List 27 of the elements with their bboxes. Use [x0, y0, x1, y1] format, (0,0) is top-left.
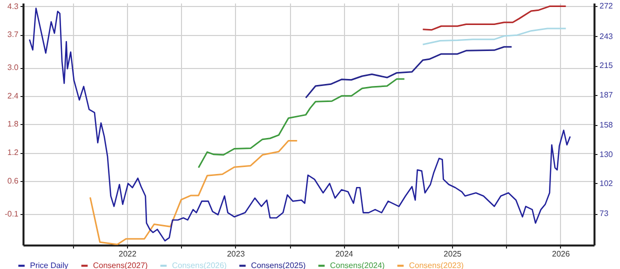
y-tick-label: 1.8	[7, 120, 20, 129]
y-tick-label: 3.7	[7, 30, 20, 40]
line-series	[422, 28, 567, 46]
y2-tick-label: 243	[600, 32, 614, 41]
y-tick-label: 4.3	[7, 2, 20, 11]
y-tick-label: 3.0	[7, 63, 20, 72]
y2-tick-label: 187	[600, 90, 614, 100]
line-series	[305, 46, 512, 99]
y-tick-label: 2.4	[7, 91, 20, 100]
y2-tick-label: 130	[600, 150, 614, 159]
y2-tick-label: 215	[600, 61, 614, 70]
line-series	[198, 78, 406, 168]
line-series	[89, 140, 298, 245]
x-tick-label: 2023	[226, 250, 246, 258]
y2-tick-label: 272	[600, 2, 614, 11]
y2-tick-label: 73	[600, 209, 609, 218]
line-series	[422, 6, 567, 31]
y2-tick-label: 102	[600, 178, 614, 188]
y-tick-label: 1.2	[7, 148, 20, 158]
x-tick-label: 2026	[552, 250, 570, 258]
y2-tick-label: 158	[600, 120, 614, 130]
y-tick-label: 0.6	[7, 176, 20, 186]
line-series	[28, 8, 571, 242]
y-tick-label: -0.1	[4, 209, 20, 218]
x-tick-label: 2024	[335, 250, 354, 258]
x-tick-label: 2022	[118, 250, 137, 258]
x-tick-label: 2025	[444, 250, 462, 258]
